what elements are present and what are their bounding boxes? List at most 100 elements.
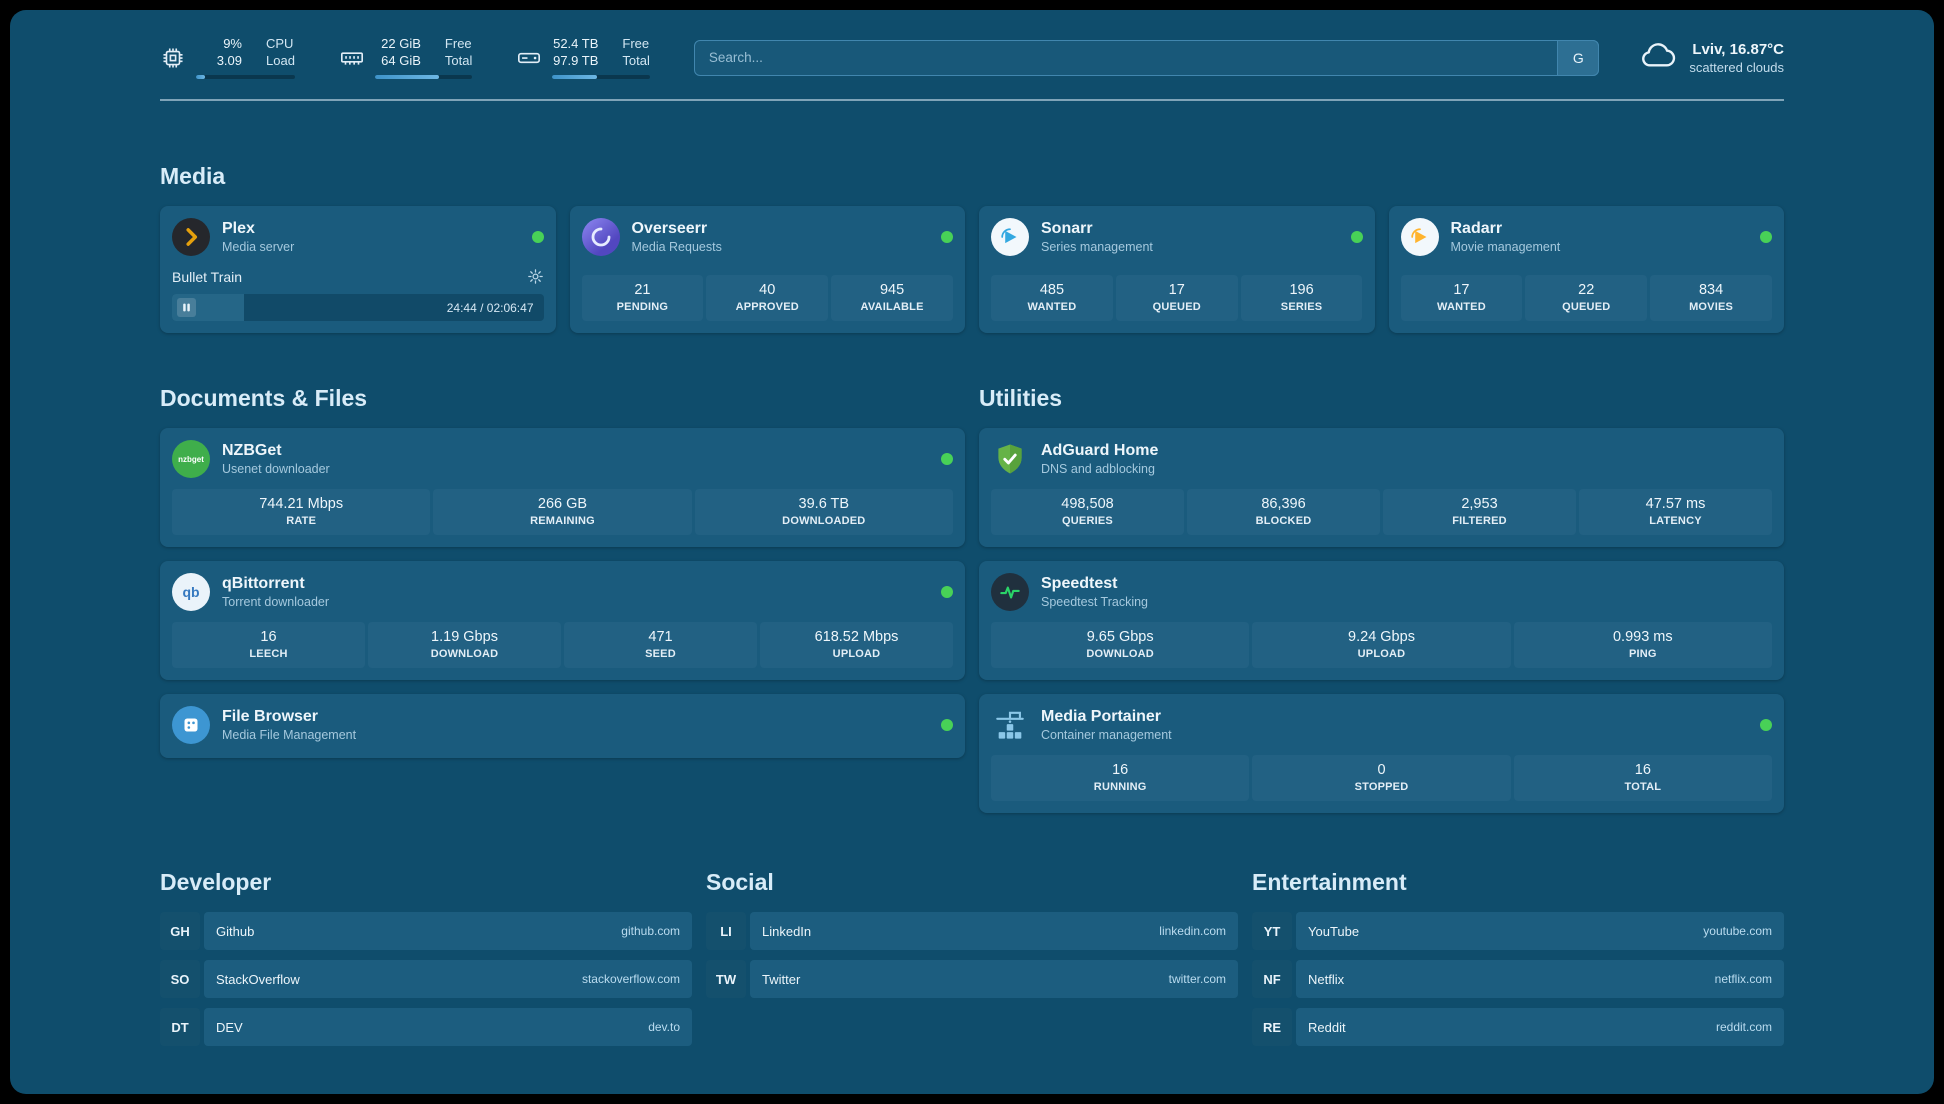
bookmark-netflix[interactable]: NF Netflix netflix.com	[1252, 960, 1784, 998]
service-name: qBittorrent	[222, 575, 305, 592]
now-playing-title: Bullet Train	[172, 268, 243, 285]
service-card-overseerr[interactable]: Overseerr Media Requests 21 PENDING 40 A…	[569, 206, 965, 333]
stats-row: 485 WANTED 17 QUEUED 196 SERIES	[991, 266, 1363, 321]
stat-value: 86,396	[1261, 496, 1306, 512]
ram-total-label: Total	[444, 53, 473, 68]
stat-tile: 9.65 Gbps DOWNLOAD	[991, 622, 1250, 668]
service-card-media-portainer[interactable]: Media Portainer Container management 16 …	[979, 694, 1784, 813]
bookmark-twitter[interactable]: TW Twitter twitter.com	[706, 960, 1238, 998]
stat-label: SERIES	[1280, 301, 1323, 313]
service-name: Radarr	[1450, 220, 1503, 237]
stat-tile: 47.57 ms LATENCY	[1579, 489, 1772, 535]
service-card-plex[interactable]: Plex Media server Bullet Train	[160, 206, 556, 333]
pause-icon[interactable]	[177, 298, 196, 317]
weather-widget: Lviv, 16.87°C scattered clouds	[1639, 36, 1784, 79]
stats-row: 16 LEECH 1.19 Gbps DOWNLOAD 471 SEED 6	[172, 613, 953, 668]
stat-tile: 196 SERIES	[1240, 275, 1363, 321]
documents-section: Documents & Files nzbget NZBGet Usenet d…	[160, 385, 965, 758]
playback-progress-bar[interactable]: 24:44 / 02:06:47	[172, 294, 544, 321]
service-desc: DNS and adblocking	[1041, 462, 1155, 476]
stat-tile: 17 WANTED	[1400, 275, 1523, 321]
stat-label: TOTAL	[1624, 781, 1662, 793]
stat-value: 0.993 ms	[1612, 629, 1673, 645]
ram-icon	[339, 45, 365, 71]
bookmarks-social: Social LI LinkedIn linkedin.com TW Twitt…	[706, 869, 1238, 1008]
portainer-crane-icon	[991, 706, 1029, 744]
search-engine-button[interactable]: G	[1557, 39, 1600, 76]
bookmark-abbr: DT	[160, 1008, 200, 1046]
stat-label: QUERIES	[1062, 515, 1113, 527]
cpu-percent: 9%	[223, 36, 242, 52]
disk-usage-bar	[552, 74, 650, 79]
card-header: Radarr Movie management	[1400, 216, 1772, 258]
bookmark-linkedin[interactable]: LI LinkedIn linkedin.com	[706, 912, 1238, 950]
stat-tile: 0 STOPPED	[1252, 755, 1511, 801]
stat-tile: 945 AVAILABLE	[831, 275, 953, 321]
stats-row: 498,508 QUERIES 86,396 BLOCKED 2,953 FIL…	[991, 480, 1772, 535]
status-dot	[1760, 231, 1772, 243]
stat-value: 21	[634, 282, 651, 298]
stat-value: 40	[759, 282, 776, 298]
service-name: Overseerr	[631, 220, 708, 237]
status-dot	[1760, 719, 1772, 731]
qbittorrent-icon-text: qb	[182, 584, 200, 600]
card-header: AdGuard Home DNS and adblocking	[991, 438, 1772, 480]
nzbget-icon-text: nzbget	[178, 454, 204, 464]
bookmark-stackoverflow[interactable]: SO StackOverflow stackoverflow.com	[160, 960, 692, 998]
card-header: qb qBittorrent Torrent downloader	[172, 571, 953, 613]
service-card-speedtest[interactable]: Speedtest Speedtest Tracking 9.65 Gbps D…	[979, 561, 1784, 680]
cpu-load-label: Load	[266, 53, 295, 68]
service-titles: Sonarr Series management	[1041, 220, 1153, 254]
stat-tile: 498,508 QUERIES	[991, 489, 1184, 535]
service-name: Media Portainer	[1041, 708, 1162, 725]
cpu-icon	[160, 45, 186, 71]
stat-label: PENDING	[616, 301, 669, 313]
bookmark-github[interactable]: GH Github github.com	[160, 912, 692, 950]
stat-value: 618.52 Mbps	[814, 629, 899, 645]
filebrowser-icon	[172, 706, 210, 744]
service-card-radarr[interactable]: Radarr Movie management 17 WANTED 22 QUE…	[1388, 206, 1784, 333]
stat-tile: 22 QUEUED	[1525, 275, 1648, 321]
service-titles: NZBGet Usenet downloader	[222, 442, 330, 476]
stat-tile: 21 PENDING	[581, 275, 704, 321]
stat-label: SEED	[645, 648, 676, 660]
bookmarks-developer: Developer GH Github github.com SO StackO…	[160, 869, 692, 1056]
stat-value: 196	[1289, 282, 1314, 298]
stat-tile: 39.6 TB DOWNLOADED	[694, 489, 953, 535]
bookmark-dev[interactable]: DT DEV dev.to	[160, 1008, 692, 1046]
stat-tile: 9.24 Gbps UPLOAD	[1252, 622, 1511, 668]
bookmark-name: YouTube	[1308, 923, 1360, 939]
service-titles: Radarr Movie management	[1451, 220, 1561, 254]
service-card-filebrowser[interactable]: File Browser Media File Management	[160, 694, 965, 758]
nzbget-icon: nzbget	[172, 440, 210, 478]
bookmark-name: LinkedIn	[762, 923, 812, 939]
stat-value: 16	[1634, 762, 1651, 778]
stat-label: AVAILABLE	[860, 301, 924, 313]
stat-label: FILTERED	[1452, 515, 1507, 527]
stat-tile: 86,396 BLOCKED	[1187, 489, 1380, 535]
stat-label: DOWNLOADED	[782, 515, 866, 527]
status-dot	[941, 719, 953, 731]
stat-tile: 618.52 Mbps UPLOAD	[760, 622, 953, 668]
service-desc: Media File Management	[222, 728, 357, 742]
bookmark-reddit[interactable]: RE Reddit reddit.com	[1252, 1008, 1784, 1046]
stat-label: QUEUED	[1152, 301, 1201, 313]
service-card-nzbget[interactable]: nzbget NZBGet Usenet downloader 744.21 M…	[160, 428, 965, 547]
ram-total: 64 GiB	[381, 53, 421, 68]
bookmark-youtube[interactable]: YT YouTube youtube.com	[1252, 912, 1784, 950]
status-dot	[1350, 231, 1363, 243]
service-desc: Torrent downloader	[222, 595, 330, 609]
search-input[interactable]	[693, 39, 1600, 76]
service-card-sonarr[interactable]: Sonarr Series management 485 WANTED 17 Q…	[979, 206, 1375, 333]
bookmark-abbr: YT	[1252, 912, 1292, 950]
service-card-qbittorrent[interactable]: qb qBittorrent Torrent downloader 16 LEE…	[160, 561, 965, 680]
stat-value: 39.6 TB	[798, 496, 850, 512]
stat-label: DOWNLOAD	[1086, 648, 1154, 660]
bookmark-name: StackOverflow	[216, 971, 300, 987]
service-desc: Container management	[1041, 728, 1172, 742]
stats-row: 744.21 Mbps RATE 266 GB REMAINING 39.6 T…	[172, 480, 953, 535]
service-card-adguard-home[interactable]: AdGuard Home DNS and adblocking 498,508 …	[979, 428, 1784, 547]
service-desc: Series management	[1041, 240, 1153, 254]
gear-icon[interactable]	[527, 268, 544, 285]
stat-tile: 1.19 Gbps DOWNLOAD	[368, 622, 561, 668]
